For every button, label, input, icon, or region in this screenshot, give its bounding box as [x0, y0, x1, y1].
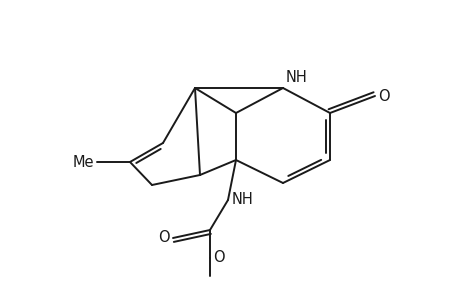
- Text: NH: NH: [231, 193, 253, 208]
- Text: NH: NH: [285, 70, 307, 85]
- Text: Me: Me: [73, 154, 94, 169]
- Text: O: O: [377, 88, 389, 104]
- Text: O: O: [158, 230, 170, 245]
- Text: O: O: [213, 250, 224, 266]
